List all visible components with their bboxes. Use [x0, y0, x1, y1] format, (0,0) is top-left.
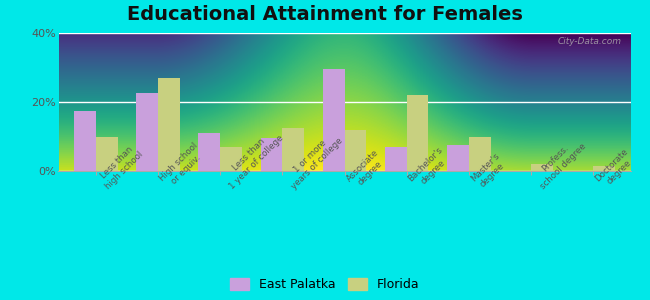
- Bar: [220, 147, 242, 171]
- Text: Educational Attainment for Females: Educational Attainment for Females: [127, 4, 523, 23]
- Bar: [96, 136, 118, 171]
- Bar: [407, 95, 428, 171]
- Bar: [531, 164, 552, 171]
- Text: Master's
degree: Master's degree: [469, 151, 508, 191]
- Text: 1 or more
years of college: 1 or more years of college: [282, 128, 345, 191]
- Bar: [385, 147, 407, 171]
- Text: City-Data.com: City-Data.com: [558, 37, 622, 46]
- Legend: East Palatka, Florida: East Palatka, Florida: [228, 275, 422, 294]
- Bar: [469, 136, 491, 171]
- Bar: [282, 128, 304, 171]
- Bar: [74, 111, 96, 171]
- Bar: [447, 145, 469, 171]
- Bar: [261, 138, 282, 171]
- Bar: [593, 166, 615, 171]
- Text: Associate
degree: Associate degree: [344, 148, 387, 191]
- Bar: [158, 78, 180, 171]
- Text: Bachelor's
degree: Bachelor's degree: [407, 145, 452, 191]
- Bar: [136, 93, 158, 171]
- Text: Less than
1 year of college: Less than 1 year of college: [220, 126, 285, 191]
- Text: Doctorate
degree: Doctorate degree: [593, 147, 637, 191]
- Text: Profess.
school degree: Profess. school degree: [531, 134, 588, 191]
- Bar: [344, 130, 366, 171]
- Bar: [198, 133, 220, 171]
- Text: Less than
high school: Less than high school: [96, 142, 144, 191]
- Bar: [323, 69, 345, 171]
- Text: High school
or equiv.: High school or equiv.: [158, 142, 207, 191]
